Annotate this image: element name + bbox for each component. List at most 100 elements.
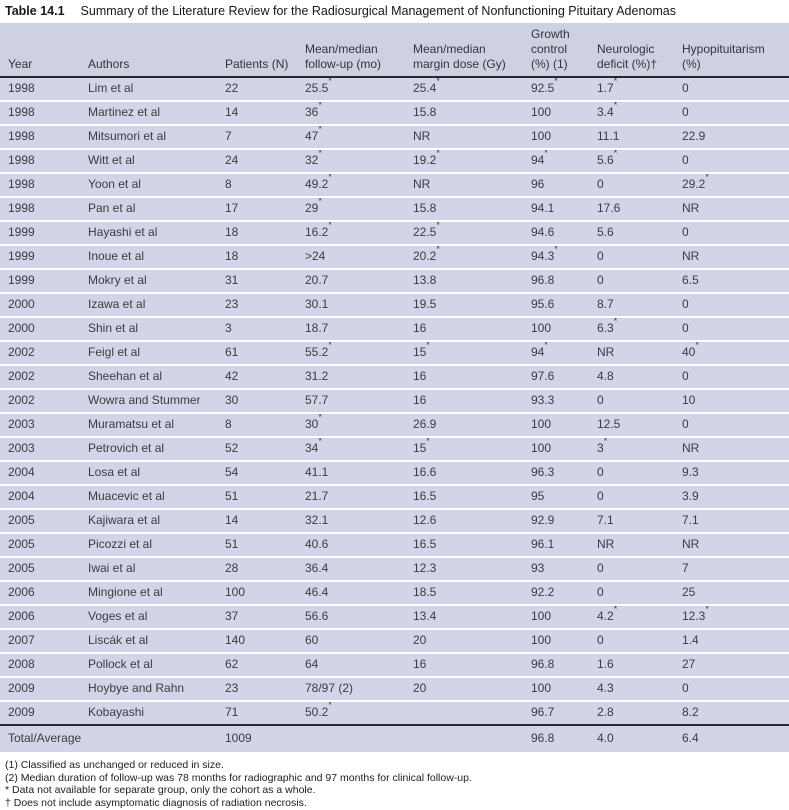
table-cell: 55.2* [297, 342, 405, 367]
table-row: 2000 Shin et al 3 18.7 16 100 6.3* 0 [0, 318, 789, 343]
table-cell: Mitsumori et al [80, 126, 217, 151]
table-cell: Lim et al [80, 78, 217, 103]
table-cell: 4.3 [589, 678, 674, 703]
table-cell: >24 [297, 246, 405, 271]
table-cell: 16.5 [405, 534, 523, 559]
table-cell: 15* [405, 342, 523, 367]
table-cell: 25 [674, 582, 789, 607]
asterisk-marker: * [318, 150, 322, 159]
table-cell: 0 [674, 678, 789, 703]
table-row: 1998 Witt et al 24 32* 19.2* 94* 5.6* 0 [0, 150, 789, 175]
table-row: 1999 Hayashi et al 18 16.2* 22.5* 94.6 5.6 0 [0, 222, 789, 247]
table-cell: 3.9 [674, 486, 789, 511]
asterisk-marker: * [318, 102, 322, 111]
table-row: 2009 Kobayashi 71 50.2* 96.7 2.8 8.2 [0, 702, 789, 727]
table-cell: 19.5 [405, 294, 523, 319]
table-cell: 30.1 [297, 294, 405, 319]
table-row: 2005 Kajiwara et al 14 32.1 12.6 92.9 7.1 7.1 [0, 510, 789, 535]
table-cell: 36.4 [297, 558, 405, 583]
table-row: 1998 Mitsumori et al 7 47* NR 100 11.1 22.9 [0, 126, 789, 151]
table-cell: 40.6 [297, 534, 405, 559]
asterisk-marker: * [613, 78, 618, 87]
table-cell: 2005 [0, 534, 80, 559]
total-label: Total/Average [0, 726, 217, 753]
table-cell: 96 [523, 174, 589, 199]
table-cell: 7 [674, 558, 789, 583]
table-cell: 42 [217, 366, 297, 391]
table-cell: 12.5 [589, 414, 674, 439]
table-cell: 9.3 [674, 462, 789, 487]
table-row: 1998 Martinez et al 14 36* 15.8 100 3.4* 0 [0, 102, 789, 127]
asterisk-marker: * [328, 174, 332, 183]
table-cell: 94* [523, 150, 589, 175]
table-cell: 94.1 [523, 198, 589, 223]
table-row: 2003 Muramatsu et al 8 30* 26.9 100 12.5 0 [0, 414, 789, 439]
table-cell: 16.6 [405, 462, 523, 487]
table-cell: 2003 [0, 414, 80, 439]
table-row: 2002 Sheehan et al 42 31.2 16 97.6 4.8 0 [0, 366, 789, 391]
table-cell: 6.5 [674, 270, 789, 295]
table-cell: Muacevic et al [80, 486, 217, 511]
table-cell: 31.2 [297, 366, 405, 391]
table-cell: 2005 [0, 558, 80, 583]
table-cell: Izawa et al [80, 294, 217, 319]
total-patients: 1009 [217, 726, 297, 753]
table-cell: 93.3 [523, 390, 589, 415]
asterisk-marker: * [328, 222, 332, 231]
table-cell: 64 [297, 654, 405, 679]
table-cell: 16 [405, 318, 523, 343]
table-cell: 3.4* [589, 102, 674, 127]
table-cell: 7.1 [589, 510, 674, 535]
table-cell: NR [405, 126, 523, 151]
table-cell: Iwai et al [80, 558, 217, 583]
table-cell: 2009 [0, 678, 80, 703]
table-row: 1999 Mokry et al 31 20.7 13.8 96.8 0 6.5 [0, 270, 789, 295]
table-cell: 2000 [0, 318, 80, 343]
table-cell: 1998 [0, 198, 80, 223]
table-row: 1999 Inoue et al 18 >24 20.2* 94.3* 0 NR [0, 246, 789, 271]
table-cell: NR [674, 438, 789, 463]
column-header: Mean/median margin dose (Gy) [405, 23, 523, 79]
asterisk-marker: * [318, 126, 322, 135]
table-cell: Shin et al [80, 318, 217, 343]
table-cell: 100 [523, 438, 589, 463]
table-cell: 28 [217, 558, 297, 583]
table-cell: 8.7 [589, 294, 674, 319]
table-cell: 0 [674, 366, 789, 391]
table-cell: 1998 [0, 102, 80, 127]
column-header: Mean/median follow-up (mo) [297, 23, 405, 79]
table-cell: NR [674, 246, 789, 271]
table-cell: NR [674, 534, 789, 559]
table-cell: Pan et al [80, 198, 217, 223]
asterisk-marker: * [436, 78, 440, 87]
table-cell: Losa et al [80, 462, 217, 487]
table-cell: 31 [217, 270, 297, 295]
table-cell: 1998 [0, 78, 80, 103]
table-cell: 2006 [0, 606, 80, 631]
table-cell: 2006 [0, 582, 80, 607]
table-cell: 34* [297, 438, 405, 463]
table-cell: 47* [297, 126, 405, 151]
table-cell: 32.1 [297, 510, 405, 535]
table-cell: 3* [589, 438, 674, 463]
table-cell: 0 [589, 390, 674, 415]
table-cell: 1.4 [674, 630, 789, 655]
table-cell: 11.1 [589, 126, 674, 151]
table-cell: 8 [217, 414, 297, 439]
table-cell: 60 [297, 630, 405, 655]
table-cell: 5.6 [589, 222, 674, 247]
asterisk-marker: * [318, 198, 322, 207]
table-cell: 36* [297, 102, 405, 127]
asterisk-marker: * [695, 342, 699, 351]
table-cell: 16 [405, 654, 523, 679]
table-cell: 0 [674, 78, 789, 103]
table-cell: 49.2* [297, 174, 405, 199]
asterisk-marker: * [613, 606, 618, 615]
table-row: 2007 Liscák et al 140 60 20 100 0 1.4 [0, 630, 789, 655]
table-cell: 32* [297, 150, 405, 175]
column-header: Neurologic deficit (%)† [589, 23, 674, 79]
total-row: Total/Average 1009 96.8 4.0 6.4 [0, 726, 789, 753]
table-cell: 2002 [0, 366, 80, 391]
footnote: † Does not include asymptomatic diagnosi… [5, 797, 307, 810]
